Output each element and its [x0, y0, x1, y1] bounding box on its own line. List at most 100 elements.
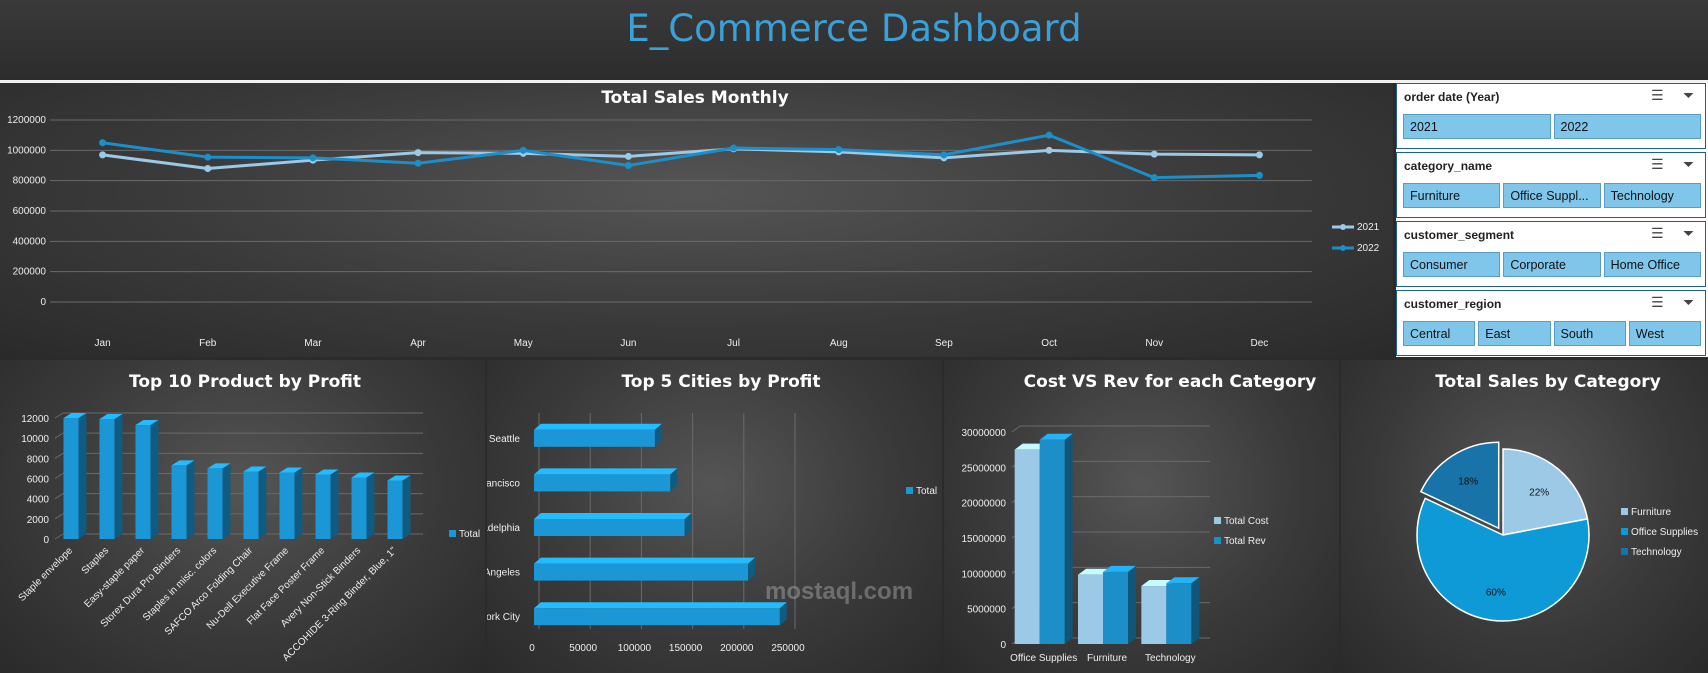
x-tick-label: 200000	[720, 643, 754, 654]
bar-front	[387, 480, 403, 539]
sales-by-category-panel[interactable]: Total Sales by Category 22% 60% 18% Furnitur…	[1341, 360, 1708, 673]
cost-vs-rev-panel[interactable]: Cost VS Rev for each Category 0 5000000 100…	[944, 360, 1339, 673]
multi-select-icon[interactable]: ☰	[1651, 295, 1664, 311]
legend-swatch	[1621, 548, 1628, 555]
bar-front	[1166, 583, 1192, 644]
bar-front	[1103, 571, 1128, 644]
watermark: mostaql.com	[765, 578, 914, 605]
bar-Total Rev	[1103, 565, 1136, 644]
slicer-item-home-office[interactable]: Home Office	[1603, 252, 1701, 277]
pie-slice	[1419, 441, 1500, 530]
slicer-item-south[interactable]: South	[1553, 321, 1626, 346]
legend-label: Furniture	[1631, 507, 1671, 518]
multi-select-icon[interactable]: ☰	[1651, 226, 1664, 242]
series-line-2022	[102, 133, 1260, 180]
x-tick-label: 0	[529, 643, 535, 654]
legend-swatch	[1621, 508, 1628, 515]
data-point	[1150, 174, 1158, 182]
data-point	[99, 139, 107, 147]
y-tick-label: 15000000	[962, 534, 1007, 545]
bar	[387, 475, 411, 539]
slicer-item-technology[interactable]: Technology	[1603, 183, 1701, 208]
bar-side	[78, 413, 87, 539]
data-point	[204, 153, 212, 161]
y-tick-label: 200000	[13, 267, 47, 278]
y-tick-label: 25000000	[962, 463, 1007, 474]
slicer-item-furniture[interactable]: Furniture	[1403, 183, 1501, 208]
bar-side	[186, 460, 195, 539]
bar-top	[387, 475, 411, 481]
bar-top	[1039, 433, 1073, 440]
bar-side	[654, 423, 662, 447]
legend-label: Total Rev	[1224, 536, 1266, 547]
slicer-item-office-supplies[interactable]: Office Suppl...	[1503, 183, 1601, 208]
bar-top	[1166, 577, 1200, 584]
x-tick-label: Feb	[199, 338, 217, 349]
legend-swatch	[449, 530, 456, 537]
bar	[171, 460, 195, 539]
data-point	[624, 162, 632, 169]
multi-select-icon[interactable]: ☰	[1651, 157, 1664, 173]
bar-front	[534, 563, 749, 581]
bar	[243, 466, 267, 539]
slicer-order-date-year: order date (Year) ☰ ⏷ 2021 2022	[1396, 83, 1706, 149]
bar-front	[1039, 439, 1065, 644]
slicer-item-corporate[interactable]: Corporate	[1503, 252, 1601, 277]
data-point	[309, 154, 317, 162]
bar-top	[1078, 568, 1111, 575]
data-point	[940, 151, 948, 159]
data-label: 18%	[1458, 476, 1478, 487]
y-tick-label: 8000	[27, 454, 50, 465]
bar-side	[150, 420, 159, 539]
top-products-panel[interactable]: Top 10 Product by Profit 0 2000 4000 6000 800…	[0, 360, 485, 673]
slicer-item-east[interactable]: East	[1478, 321, 1551, 346]
cost-vs-rev-chart: Cost VS Rev for each Category 0 5000000 100…	[962, 372, 1317, 664]
bar-Total Rev	[1166, 577, 1200, 644]
x-tick-label: Sep	[935, 338, 953, 349]
bar-top	[207, 463, 231, 469]
bar-front	[99, 419, 115, 539]
bar-top	[1141, 580, 1175, 587]
bar	[534, 602, 787, 626]
y-tick-label: 10000	[21, 434, 49, 445]
x-tick-label: 150000	[669, 643, 703, 654]
clear-filter-icon[interactable]: ⏷	[1683, 157, 1695, 173]
slicer-item-west[interactable]: West	[1628, 321, 1701, 346]
bar-top	[135, 420, 159, 426]
bar-front	[1078, 574, 1103, 644]
legend-label: Total	[916, 486, 937, 497]
data-point	[204, 165, 212, 173]
y-tick-label: 2000	[27, 515, 50, 526]
bar	[207, 463, 231, 539]
clear-filter-icon[interactable]: ⏷	[1683, 88, 1695, 104]
slicer-title: customer_segment	[1404, 228, 1515, 242]
slicer-item-consumer[interactable]: Consumer	[1403, 252, 1501, 277]
top-cities-panel[interactable]: Top 5 Cities by Profit 0 50000 100000 150000…	[487, 360, 942, 673]
clear-filter-icon[interactable]: ⏷	[1683, 295, 1695, 311]
gridline	[54, 533, 64, 540]
x-tick-label: 250000	[771, 643, 805, 654]
slicer-item-2022[interactable]: 2022	[1553, 114, 1701, 139]
bar-front	[135, 425, 151, 539]
bar-front	[534, 429, 655, 447]
y-tick-label: 30000000	[962, 428, 1007, 439]
bar	[534, 557, 756, 581]
clear-filter-icon[interactable]: ⏷	[1683, 226, 1695, 242]
data-point	[519, 146, 527, 154]
total-sales-monthly-panel[interactable]: Total Sales Monthly 0 200000 400000 600000 80…	[0, 83, 1393, 357]
data-point	[99, 151, 107, 159]
bar-side	[1128, 565, 1136, 644]
legend-label: Total	[459, 529, 480, 540]
data-point	[1255, 171, 1263, 179]
bar-front	[315, 474, 331, 539]
legend-marker	[1340, 224, 1346, 230]
x-tick-label: Jul	[727, 338, 740, 349]
chart-title: Total Sales Monthly	[601, 88, 788, 108]
gridline	[54, 493, 64, 500]
legend-swatch	[1214, 537, 1221, 544]
data-point	[624, 152, 632, 160]
multi-select-icon[interactable]: ☰	[1651, 88, 1664, 104]
y-tick-label: 0	[1000, 640, 1006, 651]
slicer-item-2021[interactable]: 2021	[1403, 114, 1551, 139]
slicer-item-central[interactable]: Central	[1403, 321, 1476, 346]
